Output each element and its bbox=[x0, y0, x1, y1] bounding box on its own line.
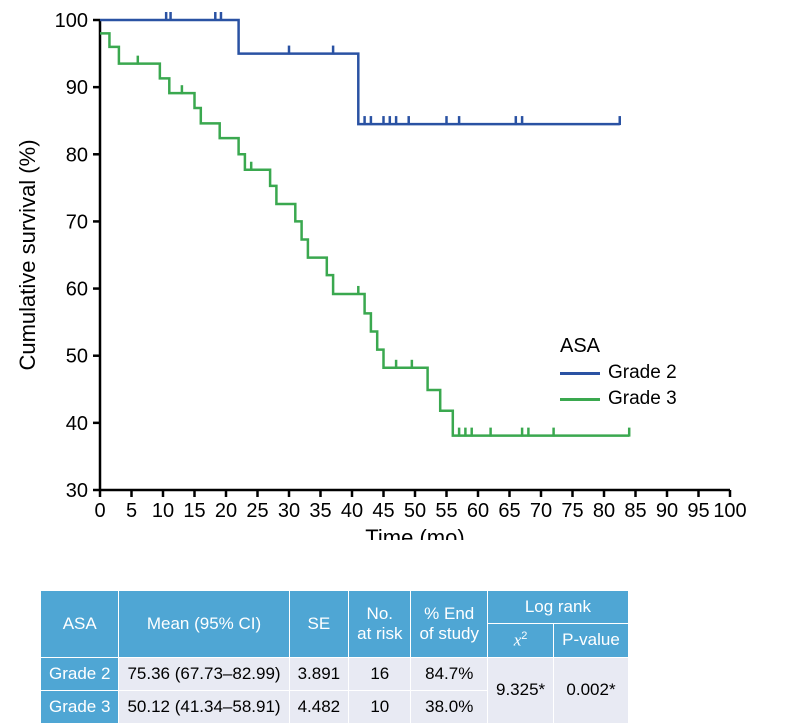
table-cell: 75.36 (67.73–82.99) bbox=[119, 657, 289, 690]
svg-text:70: 70 bbox=[66, 211, 88, 233]
km-chart: 30 40 50 60 70 80 90 100 05 10 15 20 25 30 35 40 45 50 55 6… bbox=[0, 0, 770, 540]
svg-text:100: 100 bbox=[713, 500, 746, 522]
svg-text:50: 50 bbox=[66, 346, 88, 368]
svg-text:40: 40 bbox=[66, 413, 88, 435]
svg-text:Time (mo): Time (mo) bbox=[365, 525, 464, 540]
table-cell: 50.12 (41.34–58.91) bbox=[119, 690, 289, 723]
svg-text:25: 25 bbox=[246, 500, 268, 522]
table-header: % Endof study bbox=[411, 591, 488, 658]
table-header: x2 bbox=[488, 624, 554, 658]
table-rowhead: Grade 3 bbox=[41, 690, 119, 723]
legend-item: Grade 3 bbox=[560, 388, 677, 410]
svg-text:40: 40 bbox=[341, 500, 363, 522]
table-cell: 10 bbox=[349, 690, 411, 723]
svg-text:80: 80 bbox=[66, 144, 88, 166]
svg-text:70: 70 bbox=[530, 500, 552, 522]
table-header: ASA bbox=[41, 591, 119, 658]
svg-text:90: 90 bbox=[656, 500, 678, 522]
svg-text:100: 100 bbox=[55, 10, 88, 32]
table-cell: 16 bbox=[349, 657, 411, 690]
svg-text:65: 65 bbox=[498, 500, 520, 522]
svg-text:Cumulative survival (%): Cumulative survival (%) bbox=[15, 139, 40, 370]
table-header: No.at risk bbox=[349, 591, 411, 658]
table-cell: 38.0% bbox=[411, 690, 488, 723]
svg-text:20: 20 bbox=[215, 500, 237, 522]
svg-text:45: 45 bbox=[372, 500, 394, 522]
table-cell: 9.325* bbox=[488, 657, 554, 723]
svg-text:50: 50 bbox=[404, 500, 426, 522]
table-header: SE bbox=[289, 591, 349, 658]
legend-title: ASA bbox=[560, 335, 677, 358]
svg-text:10: 10 bbox=[152, 500, 174, 522]
svg-text:15: 15 bbox=[183, 500, 205, 522]
svg-text:85: 85 bbox=[624, 500, 646, 522]
svg-text:30: 30 bbox=[278, 500, 300, 522]
table-cell: 4.482 bbox=[289, 690, 349, 723]
svg-text:75: 75 bbox=[561, 500, 583, 522]
svg-text:30: 30 bbox=[66, 480, 88, 502]
table-row: Grade 275.36 (67.73–82.99)3.8911684.7%9.… bbox=[41, 657, 629, 690]
svg-text:60: 60 bbox=[66, 279, 88, 301]
stats-table: ASAMean (95% CI)SENo.at risk% Endof stud… bbox=[40, 590, 629, 724]
legend-swatch bbox=[560, 372, 600, 375]
svg-text:35: 35 bbox=[309, 500, 331, 522]
legend-label: Grade 2 bbox=[608, 362, 677, 384]
table-cell: 0.002* bbox=[554, 657, 629, 723]
svg-text:0: 0 bbox=[94, 500, 105, 522]
svg-text:90: 90 bbox=[66, 77, 88, 99]
legend: ASA Grade 2 Grade 3 bbox=[560, 335, 677, 410]
svg-text:60: 60 bbox=[467, 500, 489, 522]
table-header: Mean (95% CI) bbox=[119, 591, 289, 658]
table-header: P-value bbox=[554, 624, 629, 658]
table-rowhead: Grade 2 bbox=[41, 657, 119, 690]
table-header: Log rank bbox=[488, 591, 629, 624]
legend-label: Grade 3 bbox=[608, 388, 677, 410]
svg-text:5: 5 bbox=[126, 500, 137, 522]
table-cell: 3.891 bbox=[289, 657, 349, 690]
svg-text:55: 55 bbox=[435, 500, 457, 522]
svg-text:80: 80 bbox=[593, 500, 615, 522]
legend-swatch bbox=[560, 398, 600, 401]
table-cell: 84.7% bbox=[411, 657, 488, 690]
legend-item: Grade 2 bbox=[560, 362, 677, 384]
svg-text:95: 95 bbox=[687, 500, 709, 522]
